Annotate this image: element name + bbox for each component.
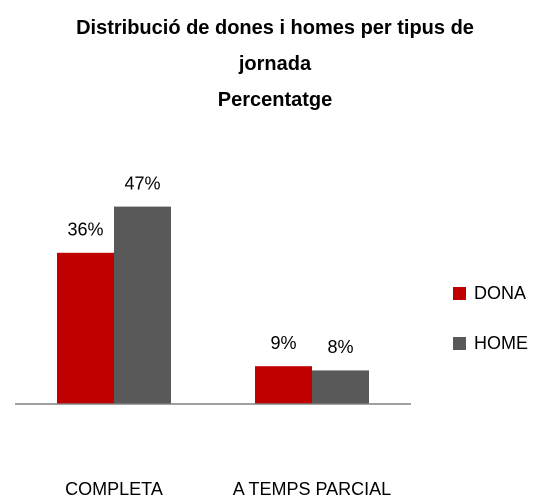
bar	[114, 206, 171, 404]
data-label: 9%	[270, 333, 296, 353]
bar	[312, 370, 369, 404]
legend-swatch	[453, 287, 466, 300]
data-label: 8%	[327, 337, 353, 357]
legend-label: HOME	[474, 333, 528, 353]
bar	[255, 366, 312, 404]
x-tick-label: COMPLETA	[65, 479, 163, 499]
data-label: 47%	[124, 173, 160, 193]
bar	[57, 252, 114, 404]
legend-label: DONA	[474, 283, 526, 303]
data-label: 36%	[67, 220, 103, 240]
chart-title: Distribució de dones i homes per tipus d…	[76, 17, 474, 75]
chart-subtitle: Percentatge	[217, 89, 333, 111]
legend-swatch	[453, 337, 466, 350]
x-tick-label: A TEMPS PARCIAL	[233, 479, 391, 499]
title-block: Distribució de dones i homes per tipus d…	[75, 10, 475, 118]
